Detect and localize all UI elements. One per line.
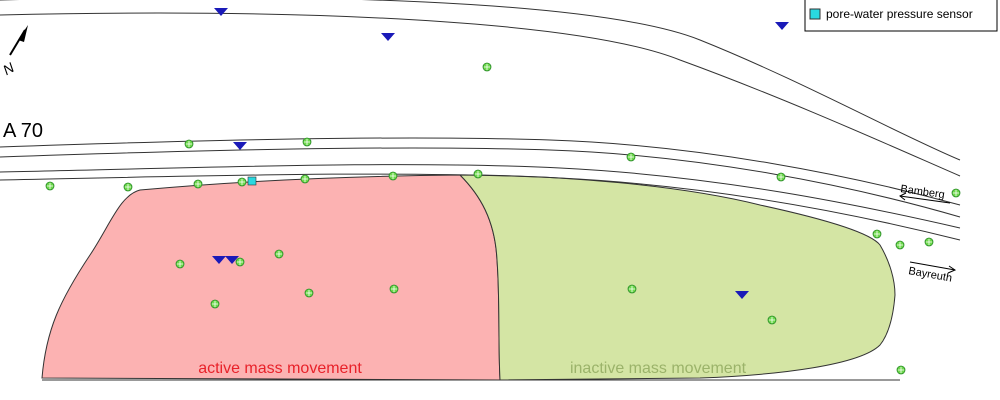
road-edge [0, 173, 961, 241]
survey-point-cross [778, 174, 784, 180]
arrow-head [899, 192, 907, 201]
survey-point-cross [276, 251, 282, 257]
survey-point-cross [186, 141, 192, 147]
survey-point-cross [237, 259, 243, 265]
arrow-line [899, 195, 951, 204]
survey-point-cross [390, 173, 396, 179]
survey-point-cross [898, 367, 904, 373]
road-label: A 70 [3, 120, 43, 142]
piezometer [233, 142, 247, 150]
markers [45, 8, 961, 375]
survey-point-cross [239, 179, 245, 185]
piezometer [381, 33, 395, 41]
road-edge [0, 164, 961, 229]
survey-point-cross [391, 286, 397, 292]
survey-point-cross [629, 286, 635, 292]
survey-point-cross [475, 171, 481, 177]
survey-point-cross [302, 176, 308, 182]
pressure-sensor [247, 176, 257, 186]
arrow-head [947, 265, 957, 274]
survey-point-cross [304, 139, 310, 145]
legend: pore-water pressure sensor [804, 0, 998, 32]
legend-box [804, 0, 998, 32]
road-edge [0, 147, 961, 218]
survey-point-cross [306, 290, 312, 296]
piezometer [775, 22, 789, 30]
survey-point-cross [177, 261, 183, 267]
inactive-area [458, 174, 896, 381]
survey-point-cross [953, 190, 959, 196]
survey-point-cross [212, 301, 218, 307]
legend-symbol [809, 8, 821, 20]
piezometer [212, 256, 226, 264]
survey-point-cross [195, 181, 201, 187]
survey-point-cross [628, 154, 634, 160]
road-edge [0, 12, 961, 177]
north-arrow-head [18, 25, 28, 42]
piezometer [225, 256, 239, 264]
piezometer [214, 8, 228, 16]
piezometer [735, 291, 749, 299]
road-edge [0, 137, 961, 206]
survey-point-cross [484, 64, 490, 70]
survey-point-cross [926, 239, 932, 245]
survey-point-cross [874, 231, 880, 237]
road-edge [0, 0, 961, 161]
arrow-line [909, 261, 956, 271]
survey-point-cross [769, 317, 775, 323]
survey-point-cross [897, 242, 903, 248]
survey-point-cross [125, 184, 131, 190]
area-label: inactive mass movement [570, 360, 747, 377]
legend-label: pore-water pressure sensor [826, 7, 973, 21]
area-label: active mass movement [198, 360, 362, 377]
survey-point-cross [47, 183, 53, 189]
